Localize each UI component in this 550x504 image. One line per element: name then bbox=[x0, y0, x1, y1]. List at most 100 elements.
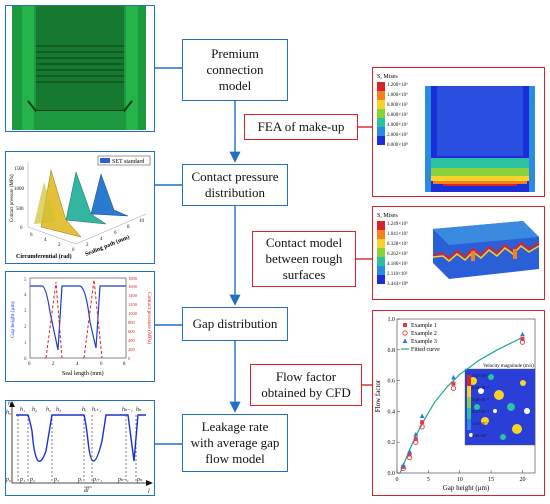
y-tick-label: 0.2 bbox=[388, 440, 396, 446]
x-axis-label: Gap height (μm) bbox=[443, 484, 490, 492]
h-label: h₁ bbox=[20, 407, 25, 413]
p-label: pᵢ₊₁ bbox=[92, 477, 102, 483]
gap-y-left-label: Gap height (μm) bbox=[9, 301, 16, 338]
step-label-line: flow model bbox=[205, 451, 265, 467]
side-label-line: obtained by CFD bbox=[261, 385, 351, 400]
side-label-line: FEA of make-up bbox=[257, 118, 345, 134]
premium-connection-model-render bbox=[6, 6, 153, 130]
x-tick: 2 bbox=[58, 243, 61, 248]
fea-makeup-panel: S, Mises 1.200×10³ 1.000×10³ 8.000×10² 6… bbox=[372, 67, 545, 197]
gap-x-label: Seal length (mm) bbox=[62, 370, 104, 377]
leakage-gap-schematic: h l h₀ h₁ h₂ h₂ h₃ hᵢ hᵢ₊₁ hₙ₋₁ hₙ p₀ p₁… bbox=[6, 401, 153, 494]
fea-legend-value: 1.000×10³ bbox=[387, 92, 408, 98]
step-label-line: Premium bbox=[211, 45, 259, 61]
fea-legend-title: S, Mises bbox=[377, 74, 398, 80]
h-label: hᵢ₊₁ bbox=[92, 407, 101, 413]
step-leakage-rate: Leakage rate with average gap flow model bbox=[182, 414, 288, 472]
p-label: p₁ bbox=[19, 477, 25, 483]
l-axis-label: l bbox=[148, 489, 150, 494]
rough-legend-value: 1.249×10³ bbox=[387, 221, 408, 227]
p-label: pₙ bbox=[136, 477, 143, 483]
data-point-example-2 bbox=[419, 424, 425, 430]
legend-label: Fitted curve bbox=[411, 347, 440, 353]
data-point-example-2 bbox=[413, 439, 419, 445]
rough-surface-panel: S, Mises 1.249×10³ 1.041×10³ 8.328×10² 6… bbox=[372, 206, 545, 300]
step-gap-distribution: Gap distribution bbox=[182, 307, 288, 341]
side-label-line: between rough bbox=[265, 250, 343, 266]
rough-legend-value: 4.186×10² bbox=[387, 261, 408, 267]
legend-label: Example 3 bbox=[411, 339, 437, 345]
step-label-line: with average gap bbox=[190, 434, 280, 450]
x-tick: 4 bbox=[44, 238, 47, 243]
rough-surface-render: S, Mises 1.249×10³ 1.041×10³ 8.328×10² 6… bbox=[373, 207, 543, 298]
data-point-example-3 bbox=[451, 374, 456, 380]
y-tick-label: 0.8 bbox=[388, 348, 396, 354]
inset-tick: 0.00×10⁰ bbox=[472, 433, 487, 438]
step-contact-pressure-distribution: Contact pressure distribution bbox=[182, 164, 288, 206]
legend-label: Example 2 bbox=[411, 331, 437, 337]
y-right-tick: 600 bbox=[128, 329, 136, 334]
fea-legend-value: 6.000×10² bbox=[387, 112, 408, 118]
gap-y-right-label: Contact pressure (MPa) bbox=[146, 292, 153, 344]
side-contact-model-rough-surfaces: Contact model between rough surfaces bbox=[252, 231, 356, 287]
pressure-legend-label: SET standard bbox=[112, 159, 144, 165]
z-tick: 1500 bbox=[14, 167, 25, 172]
legend-marker bbox=[403, 323, 407, 327]
dl-label: dl bbox=[84, 488, 89, 494]
step-label-line: connection bbox=[206, 61, 264, 77]
h-label: h₃ bbox=[56, 407, 61, 413]
inset-tick: 5.67×10⁻² bbox=[472, 373, 489, 378]
side-label-line: surfaces bbox=[282, 267, 326, 283]
data-point-example-2 bbox=[406, 454, 413, 461]
x-tick: 6 bbox=[30, 233, 33, 238]
data-point-example-3 bbox=[400, 462, 406, 468]
y-right-tick: 200 bbox=[128, 347, 136, 352]
side-label-line: Contact model bbox=[265, 234, 343, 250]
x-tick-label: 15 bbox=[488, 477, 494, 483]
pressure-z-label: Contact pressure (MPa) bbox=[10, 174, 15, 222]
data-point-example-3 bbox=[407, 448, 412, 454]
p-label: p₂ bbox=[29, 477, 35, 483]
fea-legend-value: 4.000×10² bbox=[387, 122, 408, 128]
inset-tick: 3.40×10⁻² bbox=[472, 397, 489, 402]
data-point-example-1 bbox=[520, 337, 525, 342]
data-point-example-1 bbox=[407, 452, 412, 457]
fitted-curve-line bbox=[399, 336, 523, 474]
fea-legend-value: 2.000×10² bbox=[387, 132, 408, 138]
x-tick: 2 bbox=[52, 362, 55, 367]
x-tick: 4 bbox=[76, 362, 79, 367]
legend-label: Example 1 bbox=[411, 323, 437, 329]
y-tick: 8 bbox=[127, 225, 130, 230]
fea-legend-value: 8.000×10² bbox=[387, 102, 408, 108]
y-tick: 10 bbox=[139, 219, 145, 224]
data-point-example-1 bbox=[420, 420, 425, 425]
y-left-tick: 5 bbox=[24, 278, 27, 283]
y-right-tick: 1800 bbox=[128, 276, 138, 281]
y-axis-label: Flow factor bbox=[374, 379, 382, 412]
h-label: hᵢ bbox=[82, 407, 86, 413]
fea-legend-value: 1.200×10³ bbox=[387, 82, 408, 88]
x-tick-label: 5 bbox=[427, 477, 430, 483]
side-fea-make-up: FEA of make-up bbox=[244, 114, 358, 140]
y-tick-label: 1.0 bbox=[388, 317, 396, 323]
data-point-example-3 bbox=[419, 413, 425, 419]
y-tick: 2 bbox=[86, 243, 89, 248]
rough-legend-title: S, Mises bbox=[377, 213, 398, 219]
h-label: h₀ bbox=[6, 410, 11, 416]
z-tick: 1000 bbox=[14, 187, 25, 192]
data-point-example-2 bbox=[450, 385, 457, 391]
data-point-example-2 bbox=[519, 339, 526, 345]
y-right-tick: 1000 bbox=[128, 311, 138, 316]
data-point-example-1 bbox=[413, 437, 418, 442]
leakage-schematic-panel: h l h₀ h₁ h₂ h₂ h₃ hᵢ hᵢ₊₁ hₙ₋₁ hₙ p₀ p₁… bbox=[5, 400, 155, 496]
inset-tick: 1.13×10⁻² bbox=[472, 421, 489, 426]
flow-factor-chart-panel: 0 5 10 15 20 0.0 0.2 0.4 0.6 0.8 1.0 Gap height (μm… bbox=[372, 310, 545, 496]
y-right-tick: 1400 bbox=[128, 293, 138, 298]
gap-distribution-plot-panel: 0 1 2 3 4 5 0 200 400 600 800 1000 1200 … bbox=[5, 271, 155, 382]
step-label-line: Contact pressure bbox=[191, 168, 279, 184]
y-left-tick: 4 bbox=[24, 293, 27, 298]
rough-legend-value: 8.328×10² bbox=[387, 241, 408, 247]
y-left-tick: 3 bbox=[24, 309, 27, 314]
premium-connection-image-panel bbox=[5, 5, 155, 132]
data-point-example-1 bbox=[451, 381, 456, 386]
